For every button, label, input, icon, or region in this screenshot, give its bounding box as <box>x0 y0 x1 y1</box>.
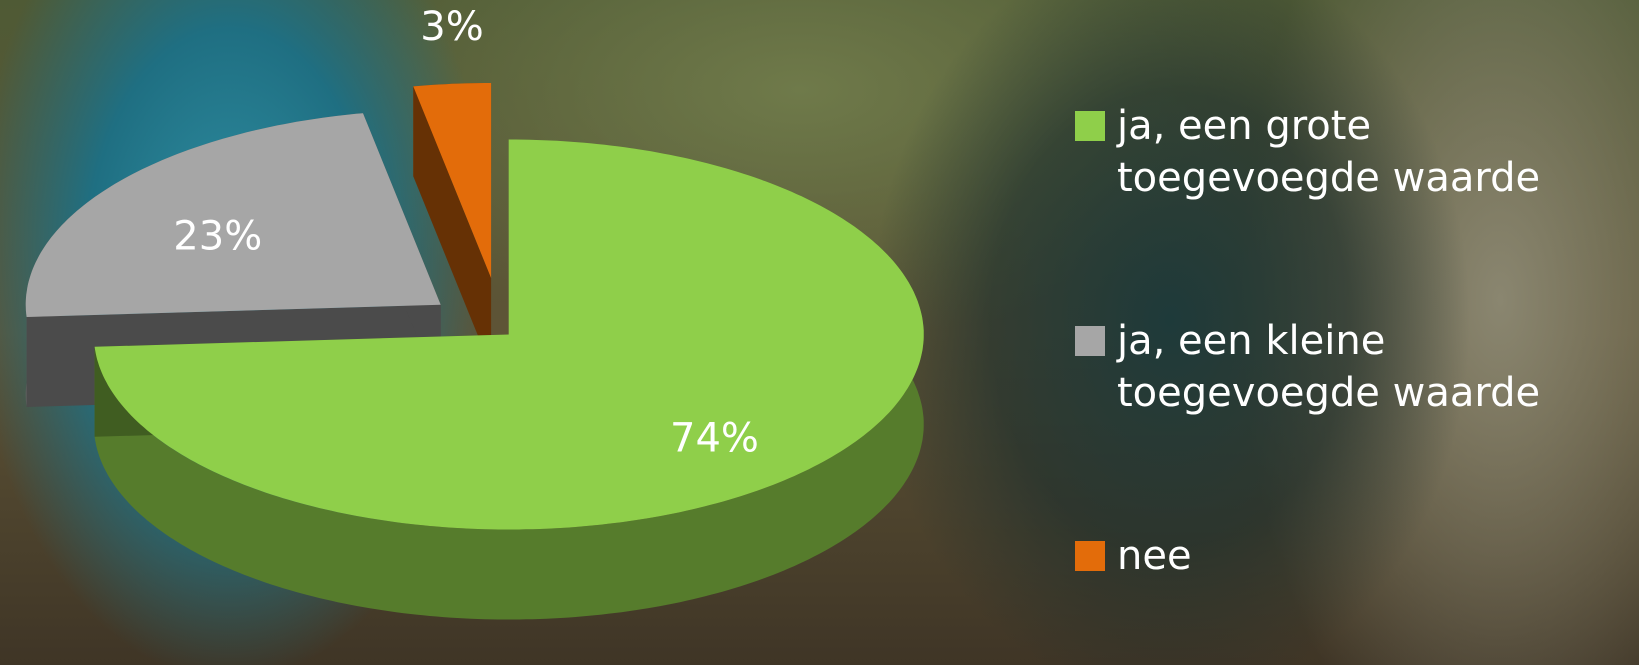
legend-swatch <box>1075 541 1105 571</box>
legend-label: nee <box>1117 530 1597 582</box>
page: 74% 23% 3% ja, een grote toegevoegde waard… <box>0 0 1639 665</box>
legend-entry: nee <box>1075 530 1635 582</box>
data-label: 74% <box>670 415 759 461</box>
legend-entry: ja, een grote toegevoegde waarde <box>1075 100 1635 204</box>
data-label: 3% <box>420 4 483 50</box>
legend-swatch <box>1075 326 1105 356</box>
legend: ja, een grote toegevoegde waarde ja, een … <box>1075 0 1635 665</box>
legend-label: ja, een kleine toegevoegde waarde <box>1117 315 1597 419</box>
legend-label: ja, een grote toegevoegde waarde <box>1117 100 1597 204</box>
legend-entry: ja, een kleine toegevoegde waarde <box>1075 315 1635 419</box>
legend-swatch <box>1075 111 1105 141</box>
data-label: 23% <box>173 213 262 259</box>
pie-chart: 74% 23% 3% <box>0 0 1020 665</box>
